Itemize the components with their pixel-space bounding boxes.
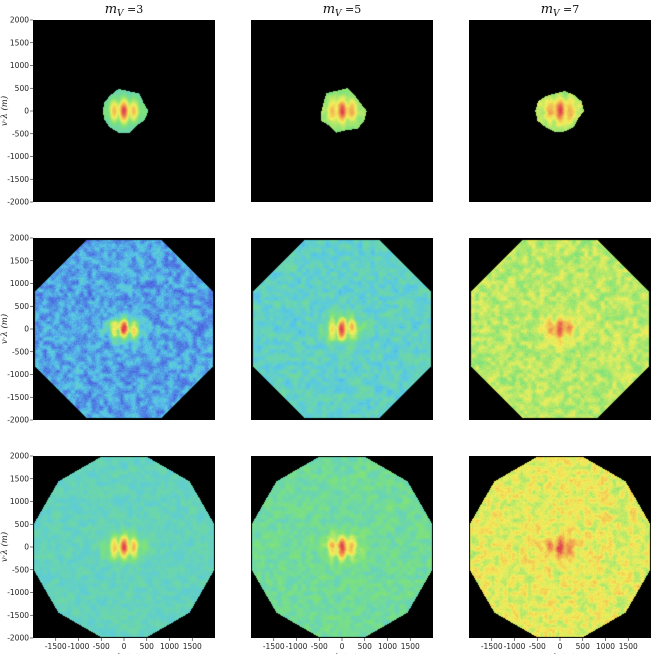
y-tick-label: 500 (15, 84, 30, 93)
y-axis-label: v·λ (m) (0, 532, 10, 562)
y-tick-label: 1000 (10, 497, 29, 506)
x-tick-label: -500 (311, 642, 328, 651)
x-axis-label: u·λ (m) (545, 652, 576, 654)
x-tick-label: -1500 (45, 642, 67, 651)
y-tick-label: -500 (12, 347, 29, 356)
panel-heatmap (469, 238, 651, 420)
y-tick-label: -2000 (7, 198, 29, 207)
y-tick-label: -2000 (7, 416, 29, 425)
y-tick-label: -1000 (7, 370, 29, 379)
y-tick-label: -500 (12, 565, 29, 574)
panel-heatmap (469, 456, 651, 638)
panel-r3-c3: -1500-1000-500 0 500 1000 1500 u·λ (m) (469, 456, 651, 654)
panel-heatmap (33, 238, 215, 420)
y-tick-label: 0 (24, 543, 29, 552)
panel-r1-c1: 2000 1500 1000 500 0 -500 -1000 -1500 -2000 v·λ (… (0, 16, 215, 207)
panel-r2-c2 (251, 238, 433, 420)
y-axis-label: v·λ (m) (0, 96, 10, 126)
y-tick-label: -2000 (7, 634, 29, 643)
column-title-1: mV =3 (105, 2, 144, 19)
y-tick-label: 1500 (10, 474, 29, 483)
panel-r2-c1: 2000 1500 1000 500 0 -500 -1000 -1500 -2000 v·λ (… (0, 234, 215, 425)
x-tick-label: 1000 (596, 642, 615, 651)
y-tick-label: -1000 (7, 588, 29, 597)
y-tick-label: -1500 (7, 393, 29, 402)
panel-heatmap (251, 238, 433, 420)
x-axis-label: u·λ (m) (327, 652, 358, 654)
x-tick-label: 1500 (619, 642, 638, 651)
x-tick-label: 0 (340, 642, 345, 651)
x-tick-label: -1000 (286, 642, 308, 651)
y-tick-label: 1500 (10, 38, 29, 47)
panel-r1-c2 (251, 20, 433, 202)
x-tick-label: 1000 (378, 642, 397, 651)
y-tick-label: -1000 (7, 152, 29, 161)
y-tick-label: 2000 (10, 234, 29, 243)
x-tick-label: 500 (140, 642, 155, 651)
x-tick-label: 1500 (183, 642, 202, 651)
panel-heatmap (469, 20, 651, 202)
x-tick-label: 500 (358, 642, 373, 651)
x-tick-label: -1000 (504, 642, 526, 651)
panel-r1-c3 (469, 20, 651, 202)
column-title-3: mV =7 (541, 2, 580, 19)
x-tick-label: -1000 (68, 642, 90, 651)
x-tick-label: -500 (529, 642, 546, 651)
y-tick-label: 1500 (10, 256, 29, 265)
y-tick-label: -1500 (7, 175, 29, 184)
y-tick-label: 500 (15, 520, 30, 529)
panel-r2-c3 (469, 238, 651, 420)
y-axis-label: v·λ (m) (0, 314, 10, 344)
panel-heatmap (251, 456, 433, 638)
x-tick-label: -500 (93, 642, 110, 651)
panel-heatmap (33, 20, 215, 202)
y-tick-label: 2000 (10, 16, 29, 25)
x-tick-label: -1500 (263, 642, 285, 651)
x-tick-label: 1000 (160, 642, 179, 651)
y-tick-label: 1000 (10, 279, 29, 288)
y-tick-label: 500 (15, 302, 30, 311)
x-tick-label: 0 (122, 642, 127, 651)
x-tick-label: -1500 (481, 642, 503, 651)
panel-r3-c2: -1500-1000-500 0 500 1000 1500 u·λ (m) (251, 456, 433, 654)
y-tick-label: 0 (24, 107, 29, 116)
column-titles: mV =3 mV =5 mV =7 (105, 2, 580, 19)
y-tick-label: 2000 (10, 452, 29, 461)
x-tick-label: 0 (558, 642, 563, 651)
y-tick-label: 1000 (10, 61, 29, 70)
panel-heatmap (33, 456, 215, 638)
x-axis-label: u·λ (m) (109, 652, 140, 654)
y-tick-label: -500 (12, 129, 29, 138)
x-tick-label: 1500 (401, 642, 420, 651)
y-tick-label: 0 (24, 325, 29, 334)
panel-heatmap (251, 20, 433, 202)
x-tick-label: 500 (576, 642, 591, 651)
column-title-2: mV =5 (323, 2, 362, 19)
y-tick-label: -1500 (7, 611, 29, 620)
